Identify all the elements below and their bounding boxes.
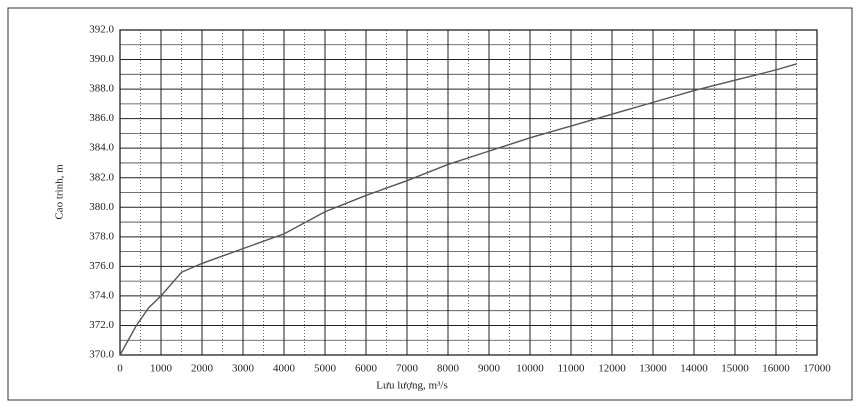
y-tick-label: 372.0: [89, 319, 114, 331]
y-tick-label: 376.0: [89, 260, 114, 272]
y-tick-label: 388.0: [89, 83, 114, 95]
x-tick-label: 5000: [314, 363, 337, 375]
x-tick-label: 14000: [680, 363, 708, 375]
y-tick-label: 378.0: [89, 230, 114, 242]
y-tick-label: 370.0: [89, 349, 114, 361]
x-tick-label: 13000: [639, 363, 667, 375]
x-tick-label: 6000: [355, 363, 378, 375]
x-tick-label: 8000: [437, 363, 460, 375]
x-tick-label: 16000: [762, 363, 790, 375]
y-tick-label: 374.0: [89, 289, 114, 301]
x-tick-label: 1000: [150, 363, 173, 375]
chart-frame: [7, 7, 853, 401]
y-tick-label: 392.0: [89, 24, 114, 36]
x-tick-label: 7000: [396, 363, 419, 375]
y-tick-label: 390.0: [89, 53, 114, 65]
y-tick-label: 386.0: [89, 112, 114, 124]
y-tick-label: 380.0: [89, 201, 114, 213]
x-tick-label: 2000: [191, 363, 214, 375]
x-tick-label: 0: [117, 363, 123, 375]
y-axis-label: Cao trình, m: [54, 164, 66, 220]
plot-border: [119, 29, 818, 356]
x-tick-label: 9000: [478, 363, 501, 375]
data-line: [119, 63, 797, 356]
x-tick-label: 4000: [273, 363, 296, 375]
x-tick-label: 17000: [803, 363, 831, 375]
x-tick-label: 15000: [721, 363, 749, 375]
y-tick-label: 382.0: [89, 171, 114, 183]
x-tick-label: 11000: [557, 363, 585, 375]
x-tick-label: 12000: [598, 363, 626, 375]
x-tick-label: 10000: [516, 363, 544, 375]
y-tick-label: 384.0: [89, 142, 114, 154]
x-tick-label: 3000: [232, 363, 255, 375]
x-axis-label: Lưu lượng, m³/s: [376, 380, 447, 392]
